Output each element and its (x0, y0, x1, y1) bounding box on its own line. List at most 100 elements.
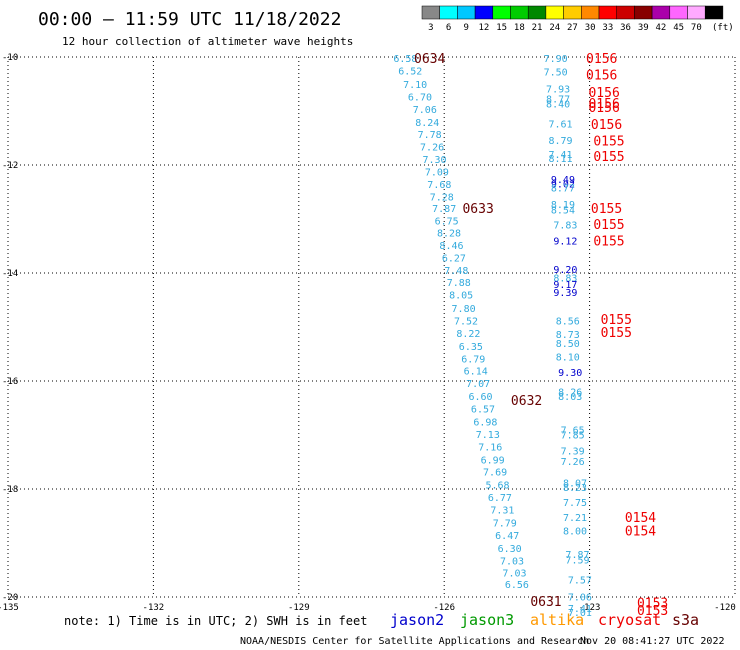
wave-height-label: 7.93 (546, 84, 570, 95)
wave-height-label: 7.90 (544, 54, 568, 65)
wave-height-label: 7.03 (500, 556, 524, 567)
wave-height-label: 6.30 (498, 544, 522, 555)
pass-time-label: 0153 (637, 596, 668, 611)
wave-height-label: 7.87 (432, 204, 456, 215)
wave-height-label: 8.24 (415, 118, 439, 129)
footer-note: note: 1) Time is in UTC; 2) SWH is in fe… (64, 614, 367, 628)
wave-height-label: 8.50 (556, 339, 580, 350)
wave-height-label: 8.28 (437, 229, 461, 240)
satellite-name-cryosat: cryosat (598, 611, 661, 629)
wave-height-label: 7.41 (568, 604, 592, 615)
legend-bin-label: 70 (691, 23, 702, 33)
pass-time-label: 0153 (637, 604, 668, 619)
wave-height-label: 8.23 (563, 483, 587, 494)
wave-height-label: 6.75 (435, 217, 459, 228)
wave-height-label: 6.56 (505, 580, 529, 591)
pass-time-label: 0156 (586, 52, 617, 67)
legend-bin-label: 36 (620, 23, 631, 33)
credit-text: NOAA/NESDIS Center for Satellite Applica… (240, 636, 589, 647)
lat-tick-label: -10 (2, 53, 18, 63)
wave-height-label: 7.41 (548, 150, 572, 161)
wave-height-label: 8.19 (551, 200, 575, 211)
wave-height-label: 8.77 (551, 184, 575, 195)
wave-height-label: 7.09 (425, 167, 449, 178)
wave-height-label: 7.88 (447, 278, 471, 289)
legend-bin-label: 42 (656, 23, 667, 33)
wave-height-label: 9.39 (553, 288, 577, 299)
wave-height-label: 7.21 (563, 513, 587, 524)
wave-height-label: 7.69 (483, 468, 507, 479)
wave-height-label: 7.07 (466, 379, 490, 390)
lat-tick-label: -14 (2, 269, 18, 279)
pass-time-label: 0155 (591, 202, 622, 217)
wave-height-label: 6.27 (442, 253, 466, 264)
generated-timestamp: Nov 20 08:41:27 UTC 2022 (580, 636, 725, 647)
satellite-name-altika: altika (530, 611, 584, 629)
legend-bin-label: 15 (496, 23, 507, 33)
wave-height-label: 8.56 (556, 317, 580, 328)
wave-height-label: 9.20 (553, 265, 577, 276)
legend-unit: (ft) (712, 23, 734, 33)
wave-height-label: 6.79 (461, 354, 485, 365)
wave-height-label: 7.10 (403, 80, 427, 91)
pass-time-label: 0155 (601, 313, 632, 328)
lon-tick-label: -132 (143, 603, 165, 613)
legend-swatch (527, 5, 547, 20)
legend-swatch (634, 5, 653, 20)
wave-height-label: 8.22 (456, 329, 480, 340)
wave-height-label: 7.65 (561, 426, 585, 437)
wave-height-label: 7.01 (568, 608, 592, 619)
wave-height-label: 6.60 (469, 392, 493, 403)
wave-height-label: 7.16 (478, 442, 502, 453)
pass-time-label: 0155 (593, 235, 624, 250)
legend-bin-label: 24 (549, 23, 560, 33)
wave-height-label: 7.85 (561, 430, 585, 441)
wave-height-label: 8.40 (546, 99, 570, 110)
pass-time-label: 0155 (593, 150, 624, 165)
pass-time-label: 0155 (601, 326, 632, 341)
wave-height-label: 7.06 (568, 592, 592, 603)
wave-height-label: 8.83 (553, 273, 577, 284)
wave-height-label: 8.03 (558, 392, 582, 403)
wave-height-label: 6.70 (408, 92, 432, 103)
legend-swatch (457, 5, 476, 20)
map-title: 00:00 – 11:59 UTC 11/18/2022 (38, 9, 341, 30)
wave-height-label: 7.79 (493, 518, 517, 529)
wave-height-label: 8.54 (551, 205, 575, 216)
wave-height-label: 6.35 (459, 342, 483, 353)
pass-time-label: 0154 (625, 525, 656, 540)
legend-bin-label: 39 (638, 23, 649, 33)
east-track-wave-heights: 7.907.507.938.778.407.618.797.418.119.49… (544, 54, 592, 619)
satellite-name-jason3: jason3 (460, 611, 514, 629)
wave-height-label: 8.05 (449, 291, 473, 302)
wave-height-label: 9.17 (553, 280, 577, 291)
legend-swatch (510, 5, 529, 20)
wave-height-label: 8.73 (556, 330, 580, 341)
lat-tick-label: -18 (2, 485, 18, 495)
wave-height-label: 7.83 (553, 220, 577, 231)
wave-height-label: 6.77 (488, 493, 512, 504)
lat-tick-label: -20 (2, 593, 18, 603)
wave-height-label: 7.06 (413, 105, 437, 116)
wave-height-label: 5.68 (485, 481, 509, 492)
legend-swatch (598, 5, 617, 20)
wave-height-label: 8.10 (556, 353, 580, 364)
legend-swatch (474, 5, 494, 20)
pass-time-label: 0154 (625, 511, 656, 526)
wave-height-label: 7.78 (418, 130, 442, 141)
pass-time-label: 0156 (588, 101, 619, 116)
legend-swatch (563, 5, 582, 20)
pass-time-label: 0632 (511, 394, 542, 409)
legend-bin-label: 12 (479, 23, 490, 33)
wave-height-label: 7.68 (427, 180, 451, 191)
color-legend: 3 6 9 12 15 18 21 24 27 30 33 36 39 42 45 70 (421, 5, 724, 33)
legend-swatch (439, 5, 458, 20)
wave-height-label: 7.87 (565, 550, 589, 561)
wave-height-label: 7.80 (452, 304, 476, 315)
wave-height-label: 7.75 (563, 498, 587, 509)
wave-height-label: 9.30 (558, 368, 582, 379)
wave-height-label: 7.48 (444, 266, 468, 277)
legend-bin-label: 27 (567, 23, 578, 33)
pass-time-label: 0156 (591, 118, 622, 133)
